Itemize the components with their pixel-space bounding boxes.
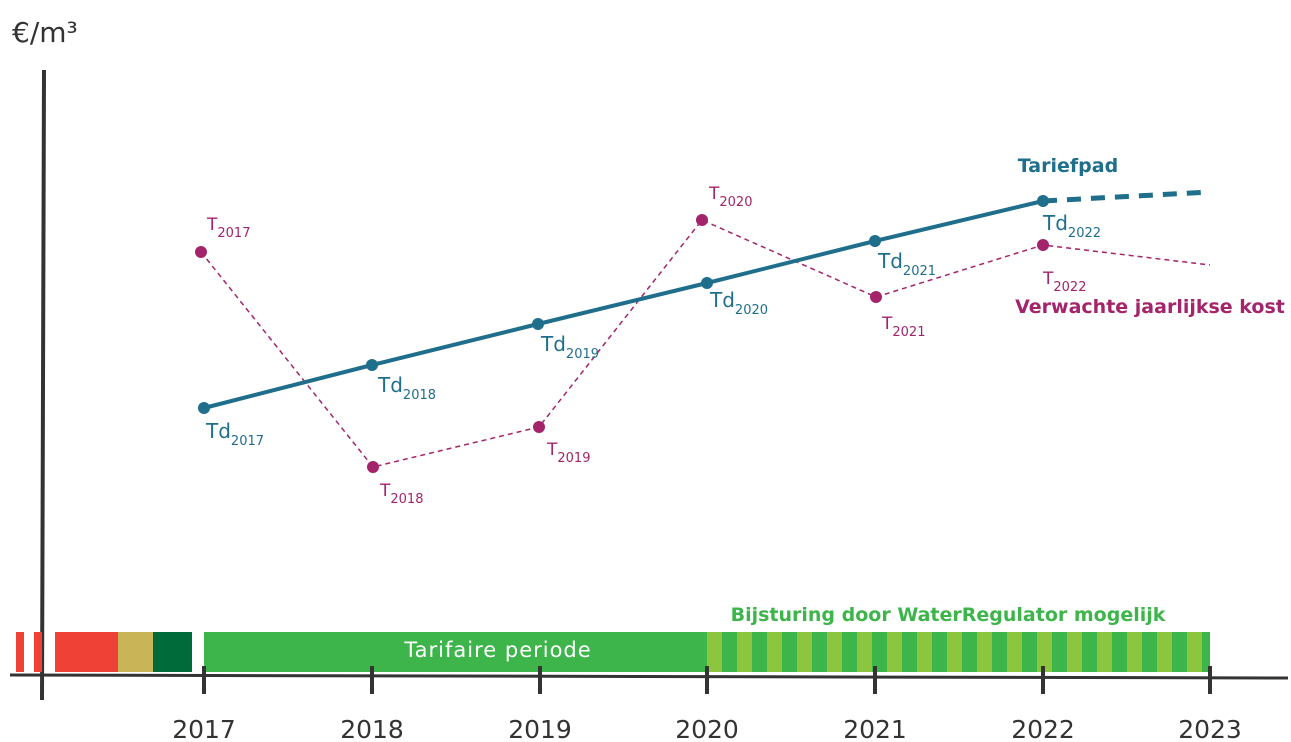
point-label-sub: 2020 xyxy=(735,303,768,318)
point-label-base: Td xyxy=(540,332,566,356)
point-label: Td2018 xyxy=(377,373,436,403)
point-label: T2019 xyxy=(546,440,590,466)
point xyxy=(1037,195,1049,207)
point-label-sub: 2022 xyxy=(1068,226,1101,241)
y-axis-label: €/m³ xyxy=(12,16,78,49)
period-bar xyxy=(204,632,707,672)
t-line xyxy=(200,219,1211,468)
point xyxy=(869,235,881,247)
point-label-base: Td xyxy=(377,373,403,397)
td-line xyxy=(203,199,1044,410)
point xyxy=(367,461,379,473)
year-label: 2019 xyxy=(508,715,572,742)
adjust-bar xyxy=(707,632,1210,672)
point-label: Td2021 xyxy=(877,249,936,279)
bar-segment xyxy=(55,632,118,672)
point-label-base: T xyxy=(708,184,720,204)
tariefpad-label: Tariefpad xyxy=(1018,155,1118,177)
point-label: T2020 xyxy=(708,184,752,210)
point-label-base: T xyxy=(881,314,893,334)
year-label: 2018 xyxy=(340,715,404,742)
point xyxy=(533,421,545,433)
point-label-sub: 2018 xyxy=(403,388,436,403)
x-axis xyxy=(9,673,1289,680)
point-label-sub: 2017 xyxy=(217,226,250,241)
point xyxy=(195,246,207,258)
point-label-sub: 2019 xyxy=(566,347,599,362)
bar-segment xyxy=(34,632,42,672)
point-label-base: Td xyxy=(877,249,903,273)
year-label: 2022 xyxy=(1011,715,1075,742)
point xyxy=(532,318,544,330)
point-label-base: Td xyxy=(1042,211,1068,235)
point-label-base: Td xyxy=(205,419,231,443)
point-label-base: T xyxy=(206,215,218,235)
point-label-sub: 2017 xyxy=(231,434,264,449)
point-label-base: Td xyxy=(709,288,735,312)
point-label-sub: 2019 xyxy=(557,451,590,466)
point-label: Td2022 xyxy=(1042,211,1101,241)
point xyxy=(198,402,210,414)
point-label: Td2019 xyxy=(540,332,599,362)
point xyxy=(1037,239,1049,251)
bar-segment xyxy=(153,632,192,672)
point-label-base: T xyxy=(1042,269,1054,289)
point xyxy=(366,359,378,371)
td-line-future xyxy=(1042,189,1211,204)
point xyxy=(696,214,708,226)
point-label-sub: 2018 xyxy=(390,492,423,507)
bar-segment xyxy=(118,632,153,672)
point-label-sub: 2022 xyxy=(1053,280,1086,295)
point-label-sub: 2020 xyxy=(719,195,752,210)
point xyxy=(701,277,713,289)
point-label: Td2017 xyxy=(205,419,264,449)
adjust-label: Bijsturing door WaterRegulator mogelijk xyxy=(731,604,1166,626)
point-label: T2021 xyxy=(881,314,925,340)
point-label-sub: 2021 xyxy=(892,325,925,340)
point xyxy=(870,291,882,303)
year-label: 2021 xyxy=(843,715,907,742)
y-axis xyxy=(40,69,46,701)
point-label-sub: 2021 xyxy=(903,264,936,279)
point-label-base: T xyxy=(546,440,558,460)
period-label: Tarifaire periode xyxy=(403,638,591,662)
point-label: T2022 xyxy=(1042,269,1086,295)
year-label: 2017 xyxy=(172,715,236,742)
year-label: 2023 xyxy=(1178,715,1242,742)
bar-segment xyxy=(16,632,24,672)
year-label: 2020 xyxy=(675,715,739,742)
cost-label: Verwachte jaarlijkse kost xyxy=(1015,296,1285,318)
point-label: Td2020 xyxy=(709,288,768,318)
point-label: T2017 xyxy=(206,215,250,241)
point-label: T2018 xyxy=(379,481,423,507)
point-label-base: T xyxy=(379,481,391,501)
